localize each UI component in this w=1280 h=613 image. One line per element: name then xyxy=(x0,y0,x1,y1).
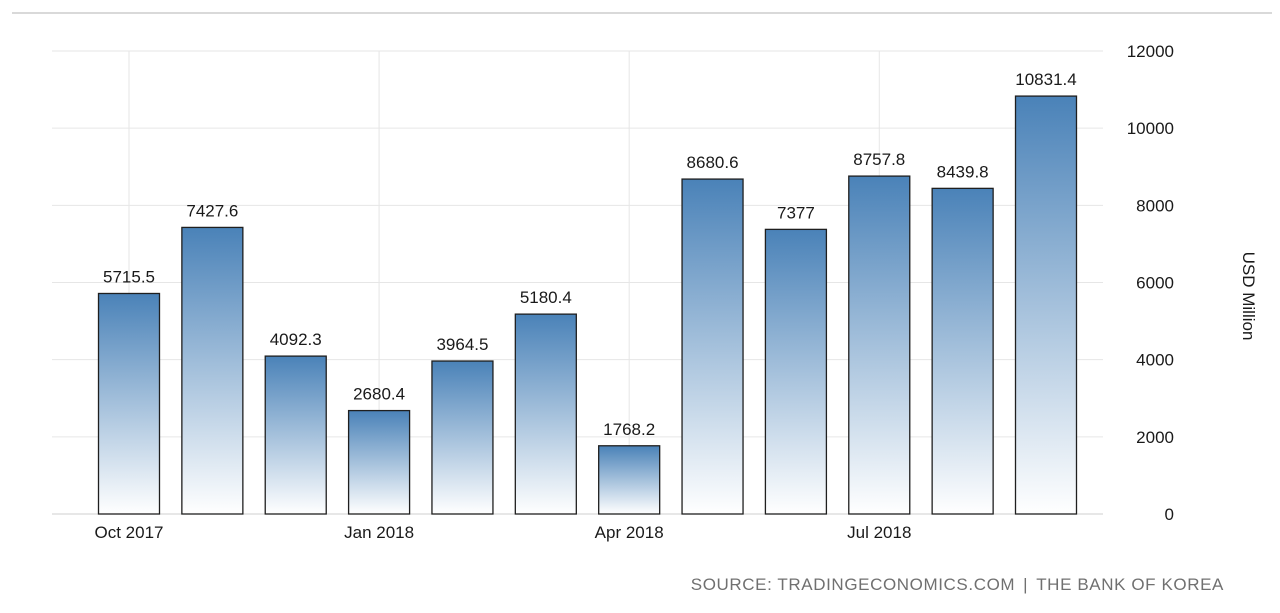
bar-2018-03 xyxy=(514,313,577,515)
y-tick-label: 6000 xyxy=(1136,274,1174,293)
data-label-2017-11: 7427.6 xyxy=(186,201,238,220)
bar-2018-09 xyxy=(1014,95,1078,515)
y-tick-label: 10000 xyxy=(1127,119,1174,138)
y-axis-title: USD Million xyxy=(1239,252,1258,341)
source-separator: | xyxy=(1023,575,1029,594)
data-label-2018-09: 10831.4 xyxy=(1015,70,1076,89)
x-tick-label: Apr 2018 xyxy=(595,523,664,542)
data-labels: 5715.5 7427.6 4092.3 2680.4 3964.5 5180.4 1768… xyxy=(103,70,1077,439)
bar-2018-06 xyxy=(764,228,828,515)
data-label-2018-03: 5180.4 xyxy=(520,288,572,307)
bar-2017-11 xyxy=(181,226,244,515)
data-label-2017-12: 4092.3 xyxy=(270,330,322,349)
source-text: SOURCE: TRADINGECONOMICS.COM xyxy=(690,575,1016,594)
bar-2018-02 xyxy=(431,360,494,515)
bar-2018-01 xyxy=(347,409,411,515)
top-divider xyxy=(12,12,1272,14)
bar-2018-08 xyxy=(931,187,994,515)
x-tick-label: Jan 2018 xyxy=(344,523,414,542)
bar-2017-12 xyxy=(264,355,327,515)
y-tick-label: 4000 xyxy=(1136,351,1174,370)
bar-2017-10 xyxy=(97,292,161,515)
data-label-2018-08: 8439.8 xyxy=(937,162,989,181)
data-label-2018-05: 8680.6 xyxy=(687,153,739,172)
data-label-2018-04: 1768.2 xyxy=(603,420,655,439)
x-tick-label: Oct 2017 xyxy=(95,523,164,542)
x-axis-ticks: Oct 2017 Jan 2018 Apr 2018 Jul 2018 xyxy=(95,523,912,542)
y-tick-label: 2000 xyxy=(1136,428,1174,447)
data-label-2017-10: 5715.5 xyxy=(103,267,155,286)
x-tick-label: Jul 2018 xyxy=(847,523,911,542)
bar-2018-05 xyxy=(681,178,744,515)
y-tick-label: 0 xyxy=(1165,505,1174,524)
bars xyxy=(97,95,1078,515)
bar-2018-04 xyxy=(598,445,661,515)
source-provider: THE BANK OF KOREA xyxy=(1036,575,1224,594)
source-attribution: SOURCE: TRADINGECONOMICS.COM | THE BANK OF… xyxy=(691,575,1224,595)
y-axis-ticks: 0 2000 4000 6000 8000 10000 12000 xyxy=(1127,42,1174,524)
y-tick-label: 12000 xyxy=(1127,42,1174,61)
data-label-2018-01: 2680.4 xyxy=(353,385,405,404)
data-label-2018-02: 3964.5 xyxy=(436,335,488,354)
data-label-2018-07: 8757.8 xyxy=(853,150,905,169)
y-tick-label: 8000 xyxy=(1136,196,1174,215)
bar-2018-07 xyxy=(848,175,911,515)
data-label-2018-06: 7377 xyxy=(777,203,815,222)
